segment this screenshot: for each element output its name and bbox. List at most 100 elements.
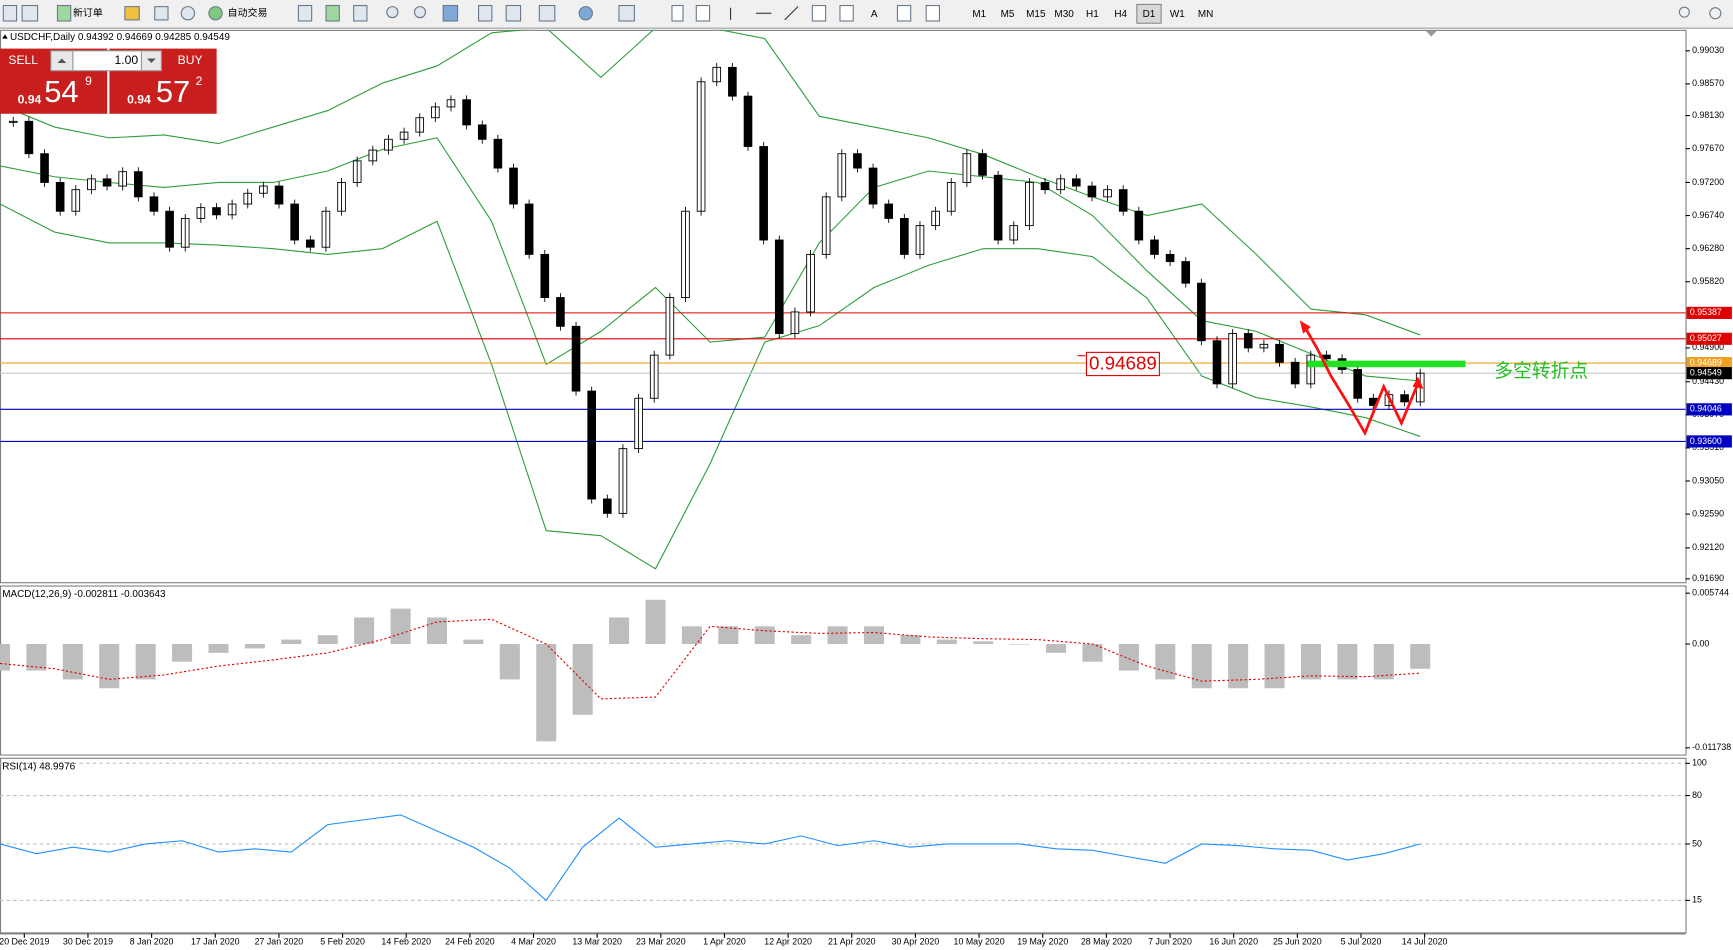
y-tick-label: 50 <box>1692 838 1702 848</box>
y-tick-label: 0.94900 <box>1692 342 1724 352</box>
x-tick-label: 4 Mar 2020 <box>511 937 556 947</box>
macd-bar <box>973 641 994 645</box>
x-tick-label: 25 Jun 2020 <box>1273 937 1322 947</box>
macd-bar <box>1300 644 1321 680</box>
icon[interactable] <box>413 6 427 19</box>
icon[interactable] <box>2 4 18 22</box>
macd-bar <box>390 608 411 645</box>
arrow <box>57 58 67 63</box>
macd-bar <box>99 644 120 689</box>
macd-bar <box>463 639 484 645</box>
icon[interactable] <box>578 6 593 21</box>
level-box <box>1686 367 1732 380</box>
y-tick-label: 0.98570 <box>1692 78 1724 88</box>
level-label: 0.94549 <box>1690 367 1722 377</box>
macd-bar <box>900 635 921 645</box>
y-tick-label: 0.96280 <box>1692 243 1724 253</box>
timeframe-button[interactable]: M15 <box>1026 9 1046 20</box>
macd-bar <box>172 644 193 662</box>
icon[interactable] <box>154 6 169 21</box>
macd-bar <box>827 626 848 645</box>
y-tick-label: 0.005744 <box>1692 588 1729 598</box>
timeframe-button[interactable]: M5 <box>1001 9 1015 20</box>
shift-marker <box>1425 30 1437 37</box>
y-tick-label: 0.98130 <box>1692 110 1724 120</box>
zigzag-arrow <box>1302 325 1420 437</box>
header-arrow <box>2 34 8 39</box>
macd-bar <box>791 635 812 645</box>
chart-title: USDCHF,Daily 0.94392 0.94669 0.94285 0.9… <box>10 32 230 43</box>
x-tick-label: 13 Mar 2020 <box>572 937 622 947</box>
level-box <box>1686 403 1732 416</box>
macd-bar <box>645 599 666 645</box>
icon[interactable] <box>925 4 940 22</box>
macd-bar <box>1373 644 1394 680</box>
icon[interactable] <box>671 4 684 22</box>
sell-button[interactable]: SELL <box>8 53 38 67</box>
timeframe-button[interactable]: MN <box>1198 9 1213 20</box>
macd-bar <box>26 644 47 671</box>
lot-value[interactable]: 1.00 <box>115 53 139 67</box>
toolbar-icons <box>2 4 1722 22</box>
icon[interactable] <box>538 4 556 22</box>
chat-icon[interactable] <box>1709 7 1722 20</box>
icon[interactable] <box>811 4 827 22</box>
annotations <box>1077 320 1466 437</box>
macd-bar <box>208 644 229 653</box>
text-tool[interactable]: A <box>871 9 878 20</box>
macd-bar <box>0 644 11 671</box>
y-tick-label: 100 <box>1692 758 1707 768</box>
rsi-chart <box>0 762 1686 902</box>
y-tick-label: 0.91690 <box>1692 573 1724 583</box>
icon[interactable] <box>618 4 635 22</box>
axes: 0.99030 0.98570 0.98130 0.97670 0.97200 0.967… <box>0 45 1732 947</box>
icon[interactable] <box>442 4 459 22</box>
y-tick-label: 80 <box>1692 790 1702 800</box>
icon[interactable] <box>180 6 196 21</box>
macd-signal <box>0 618 1421 700</box>
macd-bar <box>936 639 957 645</box>
main-chart <box>0 29 1686 570</box>
bollinger-middle <box>0 137 1421 382</box>
active-timeframe <box>1136 3 1162 24</box>
timeframe-button[interactable]: W1 <box>1170 9 1185 20</box>
macd-bar <box>62 644 83 680</box>
x-tick-label: 30 Apr 2020 <box>892 937 940 947</box>
search-icon[interactable] <box>1678 6 1690 18</box>
icon[interactable] <box>896 4 912 22</box>
trend-line-tool[interactable] <box>784 6 799 21</box>
toolbar-button[interactable]: 新订单 <box>73 6 103 19</box>
timeframe-button[interactable]: H4 <box>1114 9 1127 20</box>
macd-bar <box>1082 644 1103 662</box>
icon[interactable] <box>839 4 854 22</box>
arrow <box>146 58 156 63</box>
icon[interactable] <box>353 4 368 22</box>
macd-bar <box>609 617 630 645</box>
toolbar-button[interactable]: 自动交易 <box>228 6 268 19</box>
icon[interactable] <box>297 4 313 22</box>
icon[interactable] <box>56 4 72 22</box>
timeframe-button[interactable]: D1 <box>1143 9 1156 20</box>
timeframe-button[interactable]: M1 <box>972 9 986 20</box>
price-box <box>1085 351 1160 377</box>
icon[interactable] <box>505 4 522 22</box>
icon[interactable] <box>124 6 140 21</box>
arrowhead <box>1412 376 1424 389</box>
bollinger-lower <box>0 203 1421 570</box>
x-tick-label: 24 Feb 2020 <box>445 937 495 947</box>
icon[interactable] <box>695 4 711 22</box>
macd-bar <box>572 644 593 715</box>
timeframe-button[interactable]: H1 <box>1086 9 1099 20</box>
macd-bar <box>1228 644 1249 689</box>
buy-button[interactable]: BUY <box>178 53 203 67</box>
macd-chart <box>0 599 1431 742</box>
icon[interactable] <box>21 4 39 22</box>
level-label: 0.93600 <box>1690 436 1722 446</box>
macd-bar <box>863 626 884 645</box>
timeframe-button[interactable]: M30 <box>1054 9 1074 20</box>
icon[interactable] <box>386 6 399 19</box>
icon[interactable] <box>325 4 340 22</box>
icon[interactable] <box>208 6 223 21</box>
icon[interactable] <box>478 4 493 22</box>
